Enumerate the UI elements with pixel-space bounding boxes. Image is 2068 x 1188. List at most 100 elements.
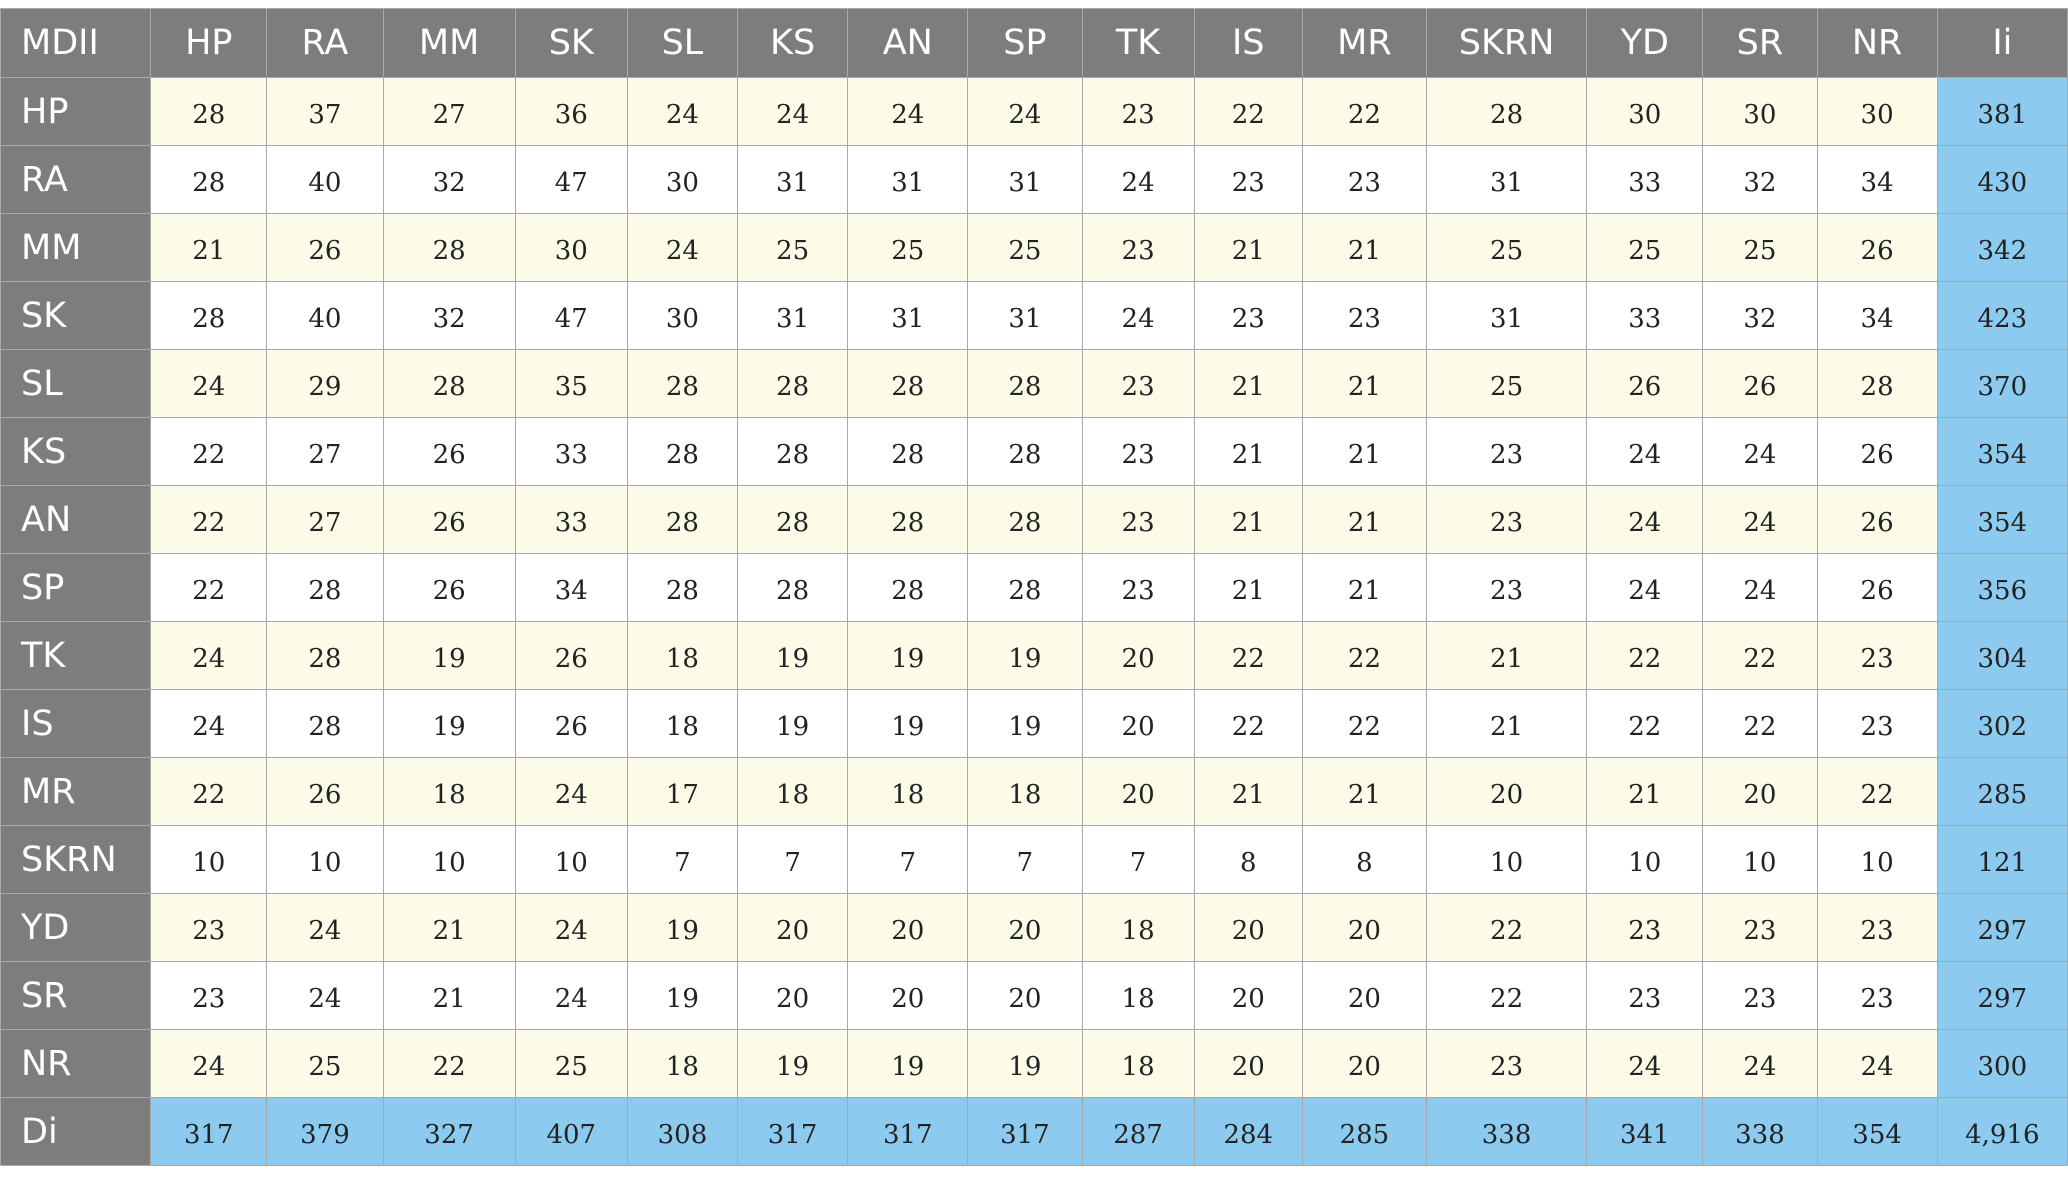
table-cell: 23 [1193,281,1303,350]
column-header: SL [626,8,739,78]
table-row: SK 28 40 32 47 30 31 31 31 24 23 23 31 33 32 34 423 [0,281,2068,350]
table-cell: 31 [847,145,969,214]
table-cell: 24 [1702,417,1818,486]
table-cell: 22 [1586,621,1704,690]
column-header: TK [1081,8,1195,78]
table-cell: 32 [382,145,516,214]
table-cell: 21 [1425,621,1588,690]
table-cell: 23 [1702,893,1818,962]
row-header: MR [0,757,152,826]
table-cell: 28 [150,77,268,146]
table-cell: 21 [1586,757,1704,826]
table-cell: 22 [1702,621,1818,690]
table-cell: 19 [847,1029,969,1098]
table-cell: 23 [1301,145,1427,214]
table-cell: 18 [626,1029,739,1098]
table-cell: 26 [382,485,516,554]
table-cell: 22 [1586,689,1704,758]
table-cell: 8 [1193,825,1303,894]
row-header: SL [0,349,152,418]
column-header: KS [737,8,849,78]
table-cell: 28 [847,553,969,622]
table-row: SP 22 28 26 34 28 28 28 28 23 21 21 23 24 24 26 356 [0,553,2068,622]
column-total-cell: 317 [150,1097,268,1166]
table-cell: 8 [1301,825,1427,894]
table-row: MR 22 26 18 24 17 18 18 18 20 21 21 20 21 20 22 285 [0,757,2068,826]
column-total-cell: 317 [847,1097,969,1166]
row-total-cell: 342 [1936,213,2068,282]
table-cell: 28 [626,349,739,418]
row-header: RA [0,145,152,214]
column-total-cell: 341 [1586,1097,1704,1166]
table-cell: 22 [382,1029,516,1098]
table-cell: 19 [382,621,516,690]
column-header: MR [1301,8,1427,78]
column-header: MM [382,8,516,78]
table-cell: 25 [737,213,849,282]
table-cell: 19 [737,621,849,690]
table-cell: 7 [847,825,969,894]
table-cell: 22 [1193,689,1303,758]
row-total-cell: 356 [1936,553,2068,622]
table-cell: 32 [1702,281,1818,350]
table-cell: 20 [1081,621,1195,690]
table-cell: 30 [1816,77,1938,146]
table-cell: 28 [266,553,384,622]
table-cell: 34 [514,553,628,622]
table-row: KS 22 27 26 33 28 28 28 28 23 21 21 23 24 24 26 354 [0,417,2068,486]
grand-total-cell: 4,916 [1936,1097,2068,1166]
di-row-header: Di [0,1097,152,1166]
table-cell: 21 [1301,485,1427,554]
table-cell: 24 [1586,1029,1704,1098]
table-cell: 23 [1425,417,1588,486]
table-cell: 28 [847,417,969,486]
table-cell: 27 [266,485,384,554]
table-cell: 18 [382,757,516,826]
table-cell: 23 [1081,77,1195,146]
table-cell: 25 [847,213,969,282]
table-cell: 32 [382,281,516,350]
table-cell: 28 [150,145,268,214]
column-header: SKRN [1425,8,1588,78]
table-row: SR 23 24 21 24 19 20 20 20 18 20 20 22 23 23 23 297 [0,961,2068,1030]
table-cell: 33 [1586,281,1704,350]
row-total-cell: 297 [1936,893,2068,962]
table-cell: 25 [1586,213,1704,282]
table-cell: 20 [1702,757,1818,826]
table-cell: 23 [1816,689,1938,758]
table-cell: 31 [847,281,969,350]
table-cell: 18 [1081,893,1195,962]
row-total-cell: 381 [1936,77,2068,146]
table-cell: 47 [514,145,628,214]
table-cell: 21 [1301,417,1427,486]
table-cell: 26 [266,213,384,282]
table-cell: 23 [1081,553,1195,622]
column-header: NR [1816,8,1938,78]
table-cell: 20 [1193,893,1303,962]
table-cell: 28 [382,349,516,418]
table-cell: 28 [737,485,849,554]
table-cell: 24 [514,893,628,962]
table-cell: 28 [967,553,1083,622]
table-cell: 26 [1816,553,1938,622]
table-cell: 24 [1586,417,1704,486]
table-cell: 23 [1816,893,1938,962]
row-header: MM [0,213,152,282]
row-total-cell: 430 [1936,145,2068,214]
di-totals-row: Di 317 379 327 407 308 317 317 317 287 284 285 338 34… [0,1097,2068,1166]
table-cell: 28 [150,281,268,350]
table-cell: 18 [967,757,1083,826]
table-cell: 28 [847,485,969,554]
table-row: IS 24 28 19 26 18 19 19 19 20 22 22 21 22 22 23 302 [0,689,2068,758]
table-cell: 26 [1816,417,1938,486]
table-cell: 47 [514,281,628,350]
table-cell: 40 [266,145,384,214]
table-cell: 28 [626,553,739,622]
table-cell: 23 [1301,281,1427,350]
table-cell: 21 [1301,349,1427,418]
table-cell: 30 [1702,77,1818,146]
table-cell: 24 [150,349,268,418]
table-cell: 25 [1702,213,1818,282]
table-cell: 23 [1816,621,1938,690]
table-cell: 32 [1702,145,1818,214]
